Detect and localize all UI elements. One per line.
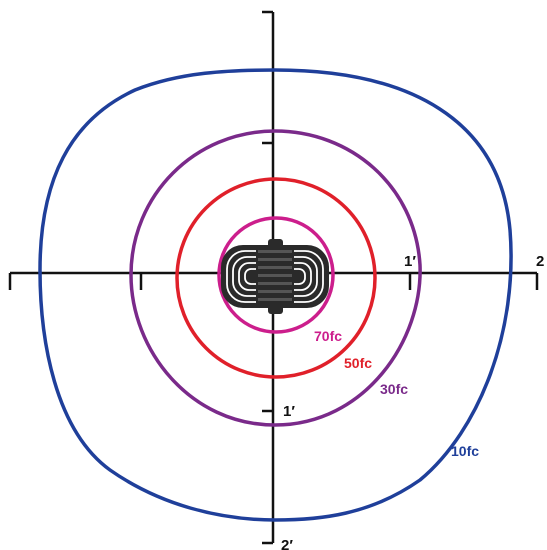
contour-50fc <box>175 177 377 379</box>
contour-label-70fc: 70fc <box>314 328 342 344</box>
y-tick-label-1ft: 1′ <box>283 403 295 420</box>
contour-70fc <box>217 216 335 334</box>
contour-label-10fc: 10fc <box>451 443 479 459</box>
y-tick-label-2ft: 2′ <box>281 537 293 550</box>
x-tick-label-2ft: 2 <box>536 253 544 270</box>
contour-10fc <box>38 68 513 522</box>
contour-label-30fc: 30fc <box>380 381 408 397</box>
fixture-top-view-icon <box>221 239 329 314</box>
x-tick-label-1ft: 1′ <box>404 253 416 270</box>
contour-label-50fc: 50fc <box>344 355 372 371</box>
contour-30fc <box>129 129 422 427</box>
